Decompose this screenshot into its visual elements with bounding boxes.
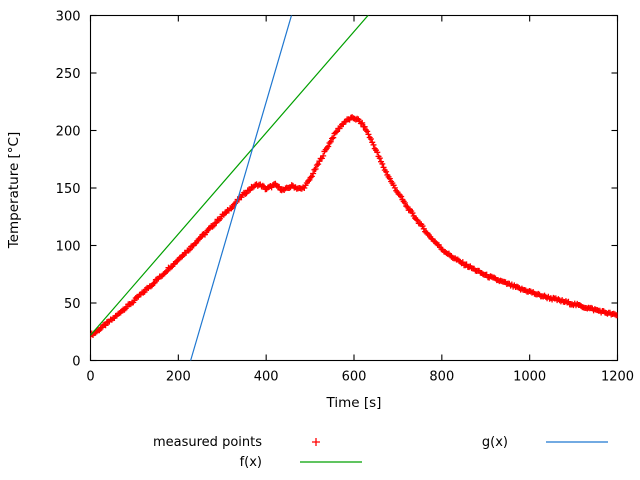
measured-point-marker xyxy=(379,160,386,167)
measured-point-marker xyxy=(212,220,219,227)
plot-frame xyxy=(89,14,619,362)
measured-point-marker xyxy=(307,174,314,181)
measured-point-marker xyxy=(413,216,420,223)
measured-point-marker xyxy=(483,271,490,278)
measured-point-marker xyxy=(332,129,339,136)
x-tick-label: 1000 xyxy=(513,370,546,385)
y-tick-label: 100 xyxy=(56,240,81,255)
x-tick-label: 400 xyxy=(254,370,279,385)
x-axis-title: Time [s] xyxy=(326,395,382,411)
measured-point-marker xyxy=(359,119,366,126)
fit-line xyxy=(90,15,369,336)
measured-point-marker xyxy=(362,127,369,134)
measured-point-marker xyxy=(374,149,381,156)
legend-gx-label: g(x) xyxy=(482,435,508,450)
measured-point-marker xyxy=(245,187,252,194)
measured-point-marker xyxy=(330,134,337,141)
data-series-layer xyxy=(90,15,618,361)
x-tick-label: 0 xyxy=(86,370,94,385)
measured-point-marker xyxy=(102,322,109,329)
y-tick-label: 50 xyxy=(64,297,81,312)
y-axis-title-group: Temperature [°C] xyxy=(6,132,22,250)
measured-point-marker xyxy=(376,155,383,162)
x-tick-label: 1200 xyxy=(601,370,634,385)
measured-point-marker xyxy=(383,168,390,175)
measured-point-marker xyxy=(186,246,193,253)
measured-point-marker xyxy=(361,123,368,130)
legend-fx-label: f(x) xyxy=(240,455,262,470)
measured-point-marker xyxy=(401,199,408,206)
y-axis-title: Temperature [°C] xyxy=(6,132,22,250)
x-tick-label: 200 xyxy=(166,370,191,385)
y-axis-ticks: 0 50 100 150 200 250 300 xyxy=(56,10,618,370)
measured-point-marker xyxy=(310,170,317,177)
measured-point-marker xyxy=(276,183,283,190)
x-tick-label: 600 xyxy=(342,370,367,385)
measured-point-marker xyxy=(380,164,387,171)
measured-point-marker xyxy=(614,312,618,319)
x-axis-ticks: 0 200 400 600 800 1000 1200 xyxy=(86,15,634,385)
measured-point-marker xyxy=(365,131,372,138)
measured-point-marker xyxy=(386,175,393,182)
measured-point-marker xyxy=(140,289,147,296)
measured-point-marker xyxy=(367,136,374,143)
y-tick-label: 0 xyxy=(72,355,80,370)
measured-point-marker xyxy=(185,247,192,254)
measured-point-marker xyxy=(459,259,466,266)
measured-point-marker xyxy=(364,128,371,135)
x-tick-label: 800 xyxy=(429,370,454,385)
measured-point-marker xyxy=(305,178,312,185)
measured-point-marker xyxy=(242,190,249,197)
measured-point-marker xyxy=(150,280,157,287)
measured-point-marker xyxy=(409,210,416,217)
measured-point-marker xyxy=(151,279,158,286)
measured-point-marker xyxy=(209,223,216,230)
measured-point-marker xyxy=(162,268,169,275)
y-tick-label: 150 xyxy=(56,182,81,197)
chart-legend: measured points f(x) g(x) xyxy=(153,435,608,470)
y-tick-label: 200 xyxy=(56,125,81,140)
measured-point-marker xyxy=(313,162,320,169)
measured-point-marker xyxy=(259,182,266,189)
measured-point-marker xyxy=(370,141,377,148)
measured-point-marker xyxy=(420,225,427,232)
series-f-x- xyxy=(90,15,369,336)
measured-point-marker xyxy=(301,184,308,191)
measured-point-marker xyxy=(403,203,410,210)
measured-point-marker xyxy=(205,226,212,233)
measured-point-marker xyxy=(308,173,315,180)
measured-point-marker xyxy=(167,264,174,271)
measured-point-marker xyxy=(320,152,327,159)
measured-point-marker xyxy=(398,193,405,200)
measured-point-marker xyxy=(311,166,318,173)
fit-line xyxy=(190,15,293,361)
measured-point-marker xyxy=(391,184,398,191)
legend-measured-points-label: measured points xyxy=(153,435,262,450)
series-g-x- xyxy=(190,15,293,361)
measured-point-marker xyxy=(419,223,426,230)
measured-point-marker xyxy=(328,135,335,142)
measured-point-marker xyxy=(196,235,203,242)
measured-point-marker xyxy=(312,166,319,173)
measured-point-marker xyxy=(326,139,333,146)
series-measured-points xyxy=(90,114,618,340)
measured-point-marker xyxy=(327,138,334,145)
measured-point-marker xyxy=(228,205,235,212)
measured-point-marker xyxy=(414,217,421,224)
legend-measured-points-marker xyxy=(312,438,320,446)
measured-point-marker xyxy=(325,143,332,150)
y-tick-label: 250 xyxy=(56,67,81,82)
y-tick-label: 300 xyxy=(56,10,81,25)
measured-point-marker xyxy=(315,161,322,168)
